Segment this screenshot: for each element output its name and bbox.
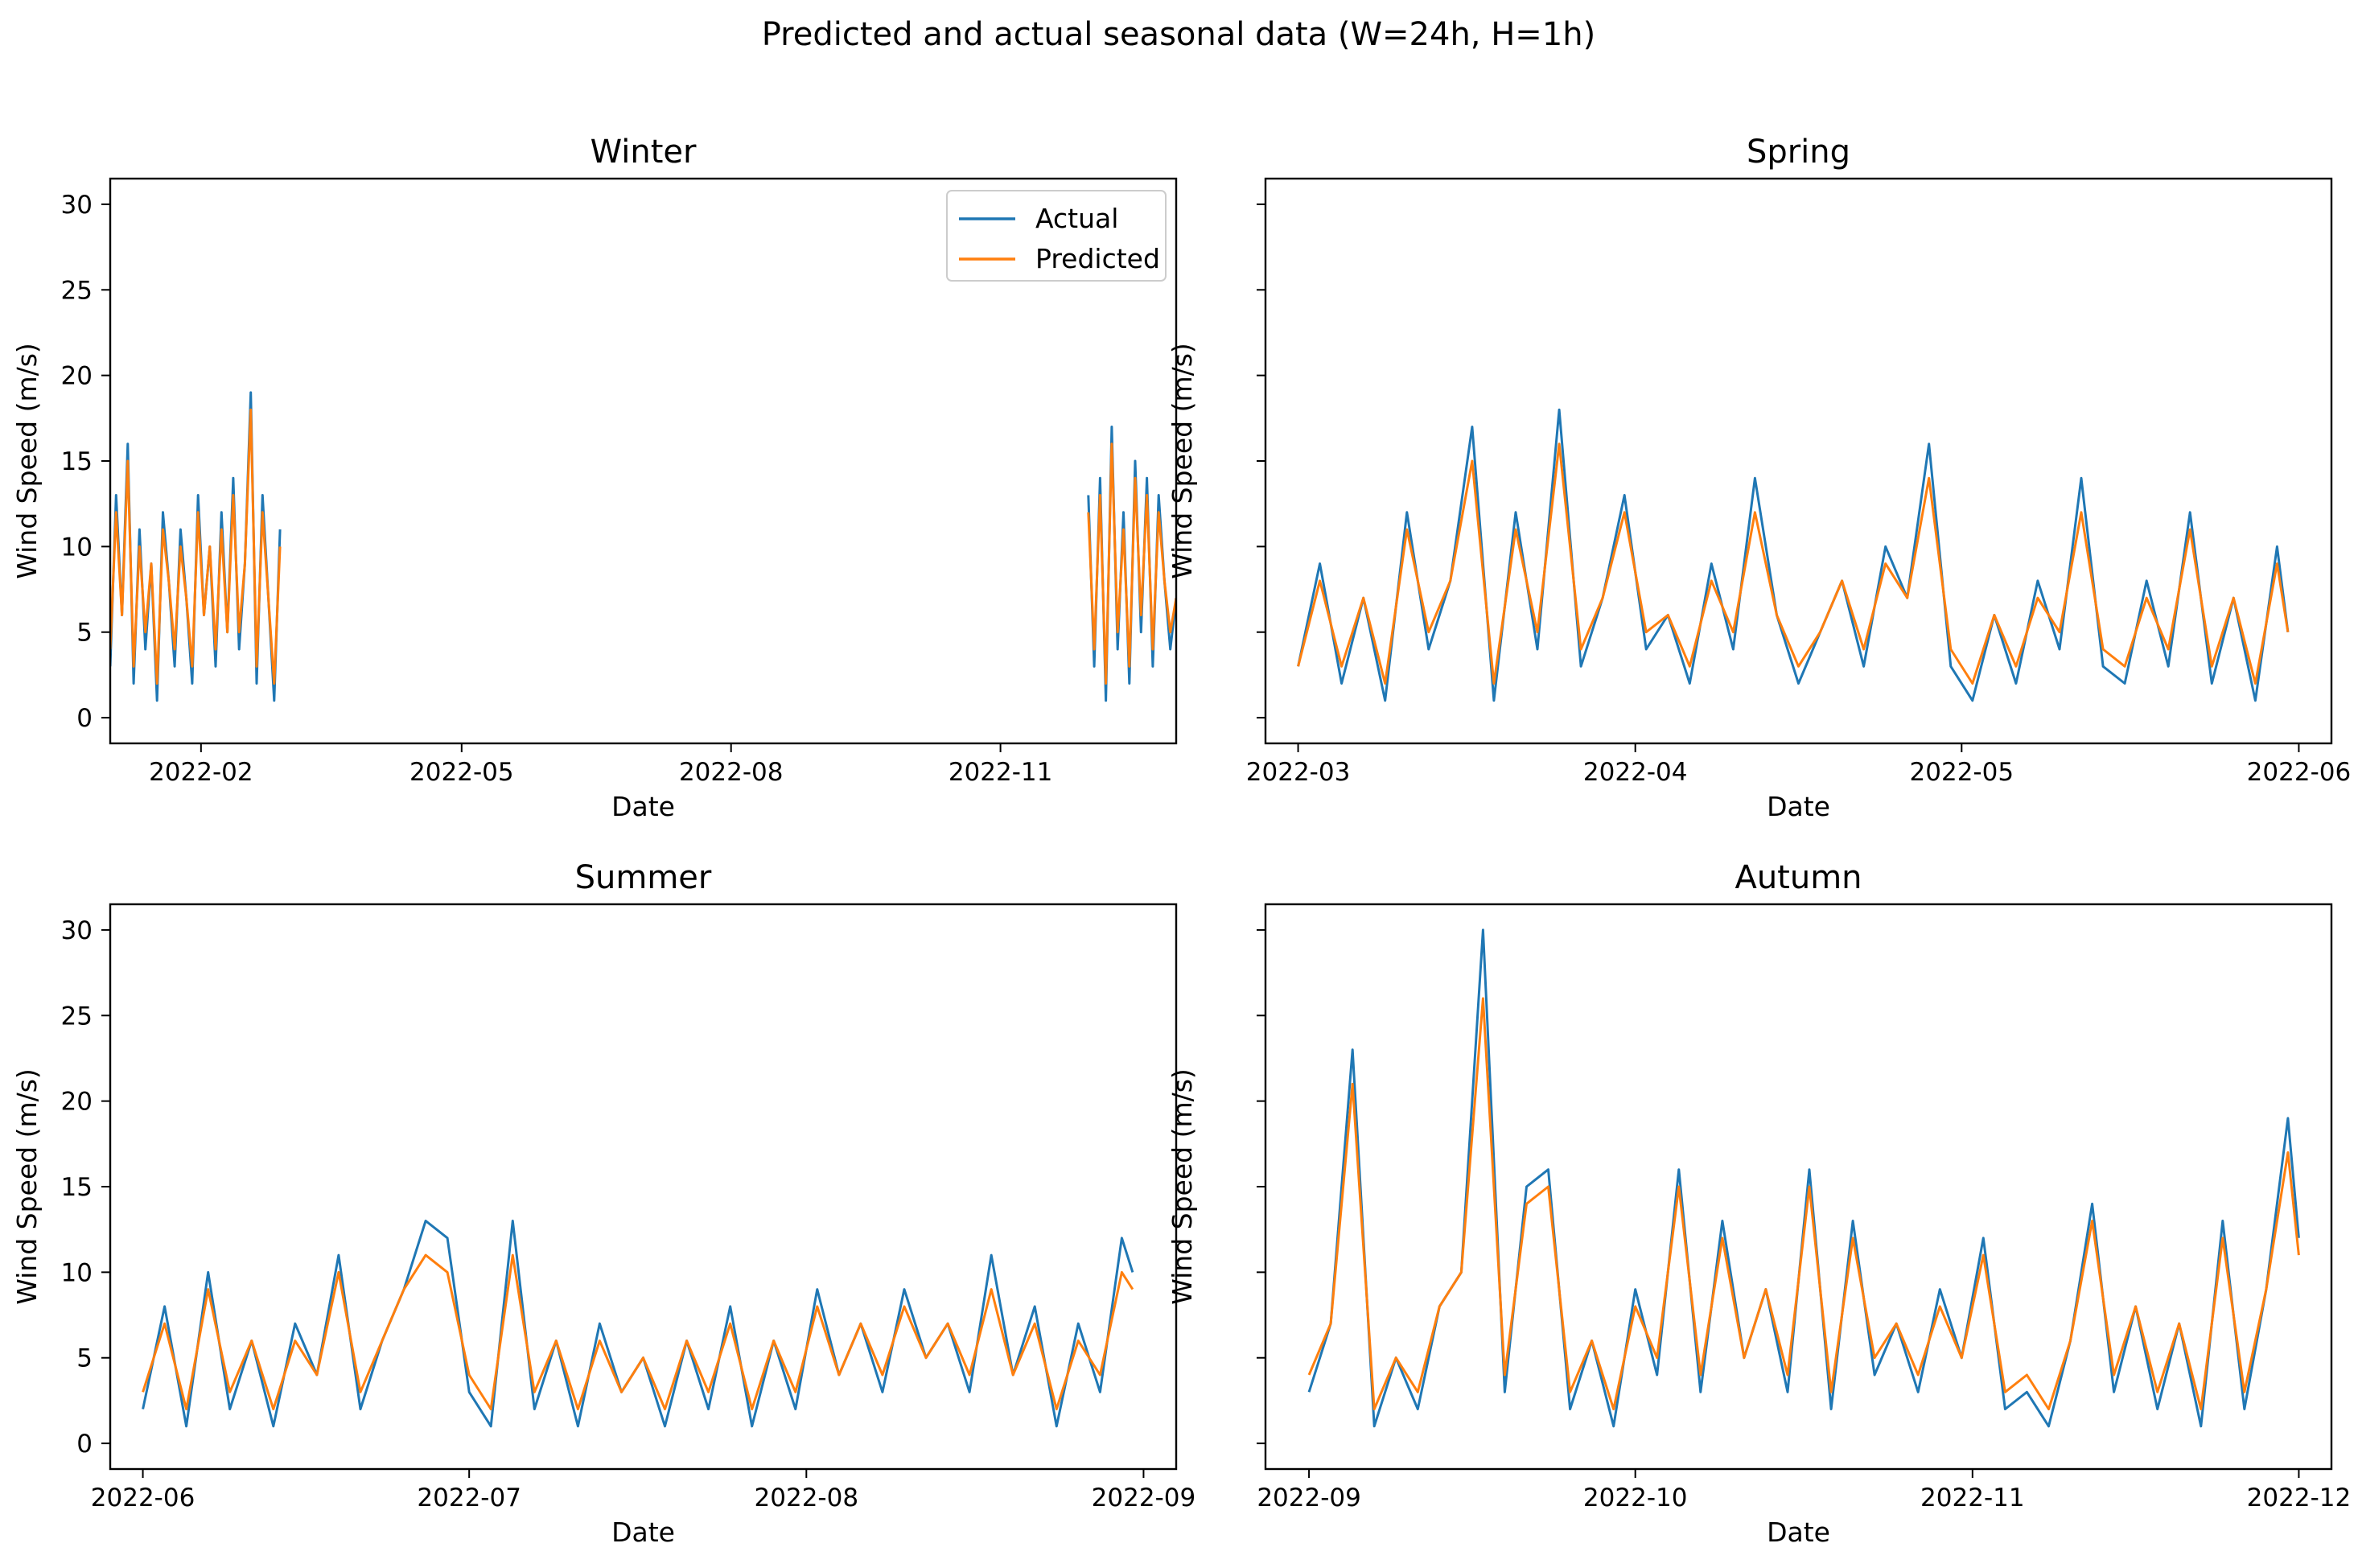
series-predicted-line-0	[1297, 442, 2290, 685]
x-tick-label: 2022-07	[417, 1484, 521, 1512]
subplot-summer: 2022-06 2022-07 2022-08 2022-09 0 5 10 15 20 25 30…	[11, 859, 1195, 1548]
y-tick-label: 30	[61, 916, 93, 945]
x-tick-label: 2022-11	[949, 758, 1053, 787]
x-tick-label: 2022-12	[2247, 1484, 2352, 1512]
y-axis-label: Wind Speed (m/s)	[1167, 1068, 1198, 1305]
legend: Actual Predicted	[946, 190, 1167, 282]
x-tick-label: 2022-04	[1583, 758, 1688, 787]
x-tick-label: 2022-08	[755, 1484, 859, 1512]
x-axis-label: Date	[1767, 791, 1830, 822]
plot-area	[1297, 408, 2290, 702]
x-axis-label: Date	[611, 791, 675, 822]
y-tick-label: 0	[76, 1430, 93, 1459]
y-axis-label: Wind Speed (m/s)	[11, 343, 43, 579]
y-tick-label: 5	[76, 1344, 93, 1373]
series-predicted-line-1	[1087, 442, 1176, 685]
plot-area	[110, 391, 1176, 702]
y-tick-label: 30	[61, 191, 93, 220]
x-tick-label: 2022-06	[2247, 758, 2352, 787]
plot-area	[1307, 928, 2300, 1428]
y-tick-label: 15	[61, 1173, 93, 1202]
legend-label-predicted: Predicted	[1035, 243, 1160, 274]
x-tick-label: 2022-02	[149, 758, 253, 787]
plot-area	[142, 1220, 1134, 1428]
y-tick-label: 25	[61, 1002, 93, 1031]
subplot-grid: 2022-02 2022-05 2022-08 2022-11 0 5 10 15 20 25 30…	[11, 134, 2351, 1548]
series-predicted-line-0	[142, 1253, 1134, 1410]
y-tick-label: 10	[61, 533, 93, 562]
subplot-title: Spring	[1747, 134, 1850, 171]
x-tick-label: 2022-10	[1583, 1484, 1688, 1512]
y-axis-label: Wind Speed (m/s)	[11, 1068, 43, 1305]
y-tick-label: 0	[76, 704, 93, 733]
y-tick-label: 5	[76, 619, 93, 648]
subplot-title: Winter	[591, 134, 697, 171]
series-actual-line-0	[1307, 928, 2300, 1428]
y-tick-label: 25	[61, 276, 93, 305]
x-tick-label: 2022-08	[679, 758, 784, 787]
x-tick-label: 2022-06	[91, 1484, 195, 1512]
subplot-spring: 2022-03 2022-04 2022-05 2022-06 Spring Date Wi…	[1167, 134, 2351, 822]
y-tick-label: 15	[61, 447, 93, 476]
x-tick-label: 2022-05	[409, 758, 514, 787]
series-actual-line-0	[1297, 408, 2290, 702]
subplot-title: Summer	[575, 859, 712, 896]
subplot-autumn: 2022-09 2022-10 2022-11 2022-12 Autumn Date Wi…	[1167, 859, 2351, 1548]
y-tick-label: 20	[61, 1088, 93, 1117]
x-tick-label: 2022-09	[1257, 1484, 1361, 1512]
y-tick-label: 20	[61, 362, 93, 391]
subplot-winter: 2022-02 2022-05 2022-08 2022-11 0 5 10 15 20 25 30…	[11, 134, 1178, 822]
figure-title: Predicted and actual seasonal data (W=24…	[762, 16, 1595, 53]
x-tick-label: 2022-11	[1920, 1484, 2025, 1512]
subplot-title: Autumn	[1735, 859, 1862, 896]
x-tick-label: 2022-05	[1910, 758, 2014, 787]
x-tick-label: 2022-09	[1092, 1484, 1196, 1512]
y-tick-label: 10	[61, 1258, 93, 1287]
series-predicted-line-0	[110, 408, 282, 685]
x-tick-label: 2022-03	[1246, 758, 1351, 787]
y-axis-label: Wind Speed (m/s)	[1167, 343, 1198, 579]
x-axis-label: Date	[611, 1517, 675, 1548]
x-axis-label: Date	[1767, 1517, 1830, 1548]
legend-label-actual: Actual	[1035, 203, 1118, 234]
series-predicted-line-0	[1307, 997, 2300, 1410]
